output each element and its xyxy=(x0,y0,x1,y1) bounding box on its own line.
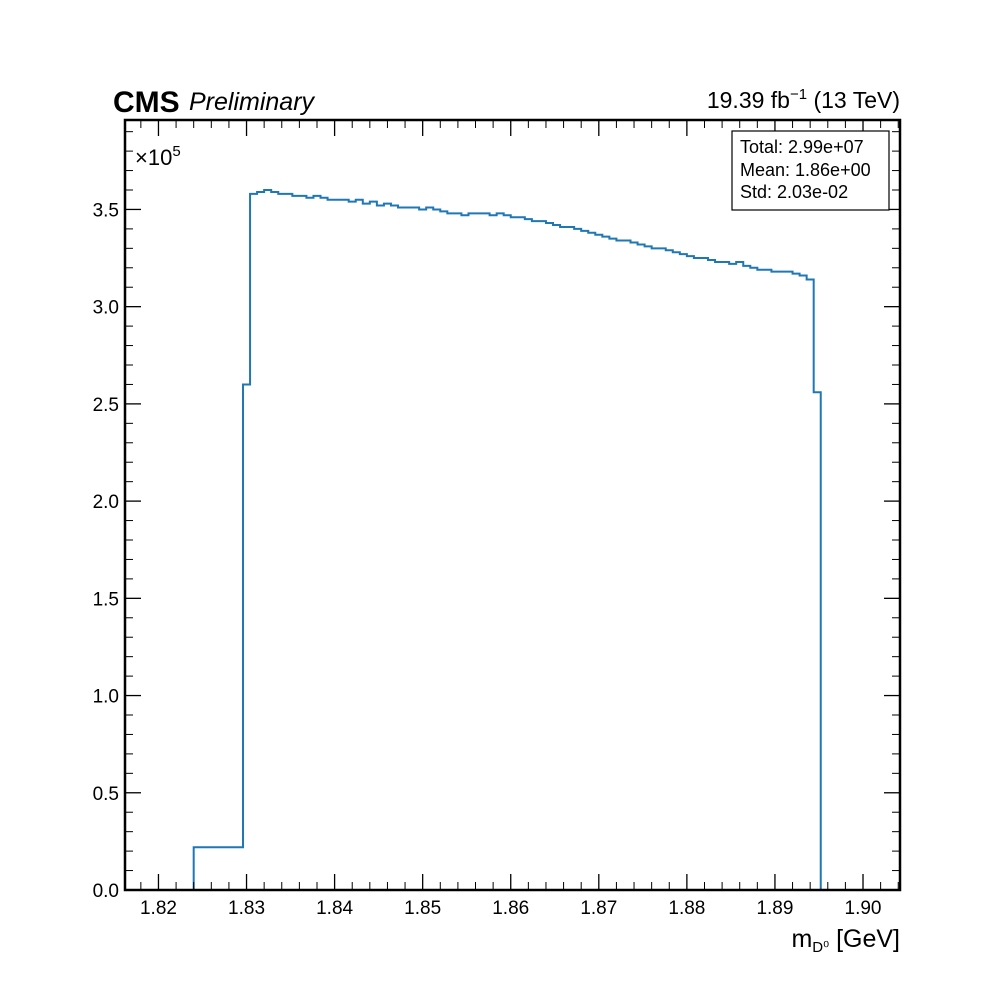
stats-total: Total: 2.99e+07 xyxy=(740,137,864,157)
histogram-step-line xyxy=(192,189,822,890)
stats-mean: Mean: 1.86e+00 xyxy=(740,160,871,180)
stats-box xyxy=(731,130,890,211)
x-tick-label: 1.90 xyxy=(845,898,882,919)
y-tick-label: 3.5 xyxy=(93,200,119,221)
x-tick-label: 1.86 xyxy=(492,898,529,919)
preliminary-label: Preliminary xyxy=(189,88,316,116)
y-tick-label: 0.0 xyxy=(93,881,119,902)
luminosity-label: 19.39 fb−1 (13 TeV) xyxy=(707,86,900,113)
y-axis-ticks: 0.0 0.5 1.0 1.5 2.0 2.5 3.0 3.5 xyxy=(93,131,900,902)
y-tick-label: 2.0 xyxy=(93,492,119,513)
cms-label: CMS xyxy=(113,86,180,119)
x-tick-label: 1.88 xyxy=(668,898,705,919)
x-tick-label: 1.85 xyxy=(404,898,441,919)
plot-frame xyxy=(123,118,902,892)
y-tick-label: 1.5 xyxy=(93,589,119,610)
y-axis-multiplier: ×105 xyxy=(135,143,181,170)
x-axis-label: mD⁰ [GeV] xyxy=(791,925,900,956)
y-tick-label: 3.0 xyxy=(93,298,119,319)
x-tick-label: 1.82 xyxy=(140,898,177,919)
x-axis-ticks: 1.82 1.83 1.84 1.85 1.86 1.87 1.88 1.89 1.90 xyxy=(140,120,899,919)
x-tick-label: 1.89 xyxy=(756,898,793,919)
y-tick-label: 0.5 xyxy=(93,784,119,805)
y-tick-label: 2.5 xyxy=(93,395,119,416)
x-tick-label: 1.84 xyxy=(316,898,353,919)
stats-std: Std: 2.03e-02 xyxy=(740,182,848,202)
x-tick-label: 1.83 xyxy=(228,898,265,919)
x-tick-label: 1.87 xyxy=(580,898,617,919)
y-tick-label: 1.0 xyxy=(93,687,119,708)
